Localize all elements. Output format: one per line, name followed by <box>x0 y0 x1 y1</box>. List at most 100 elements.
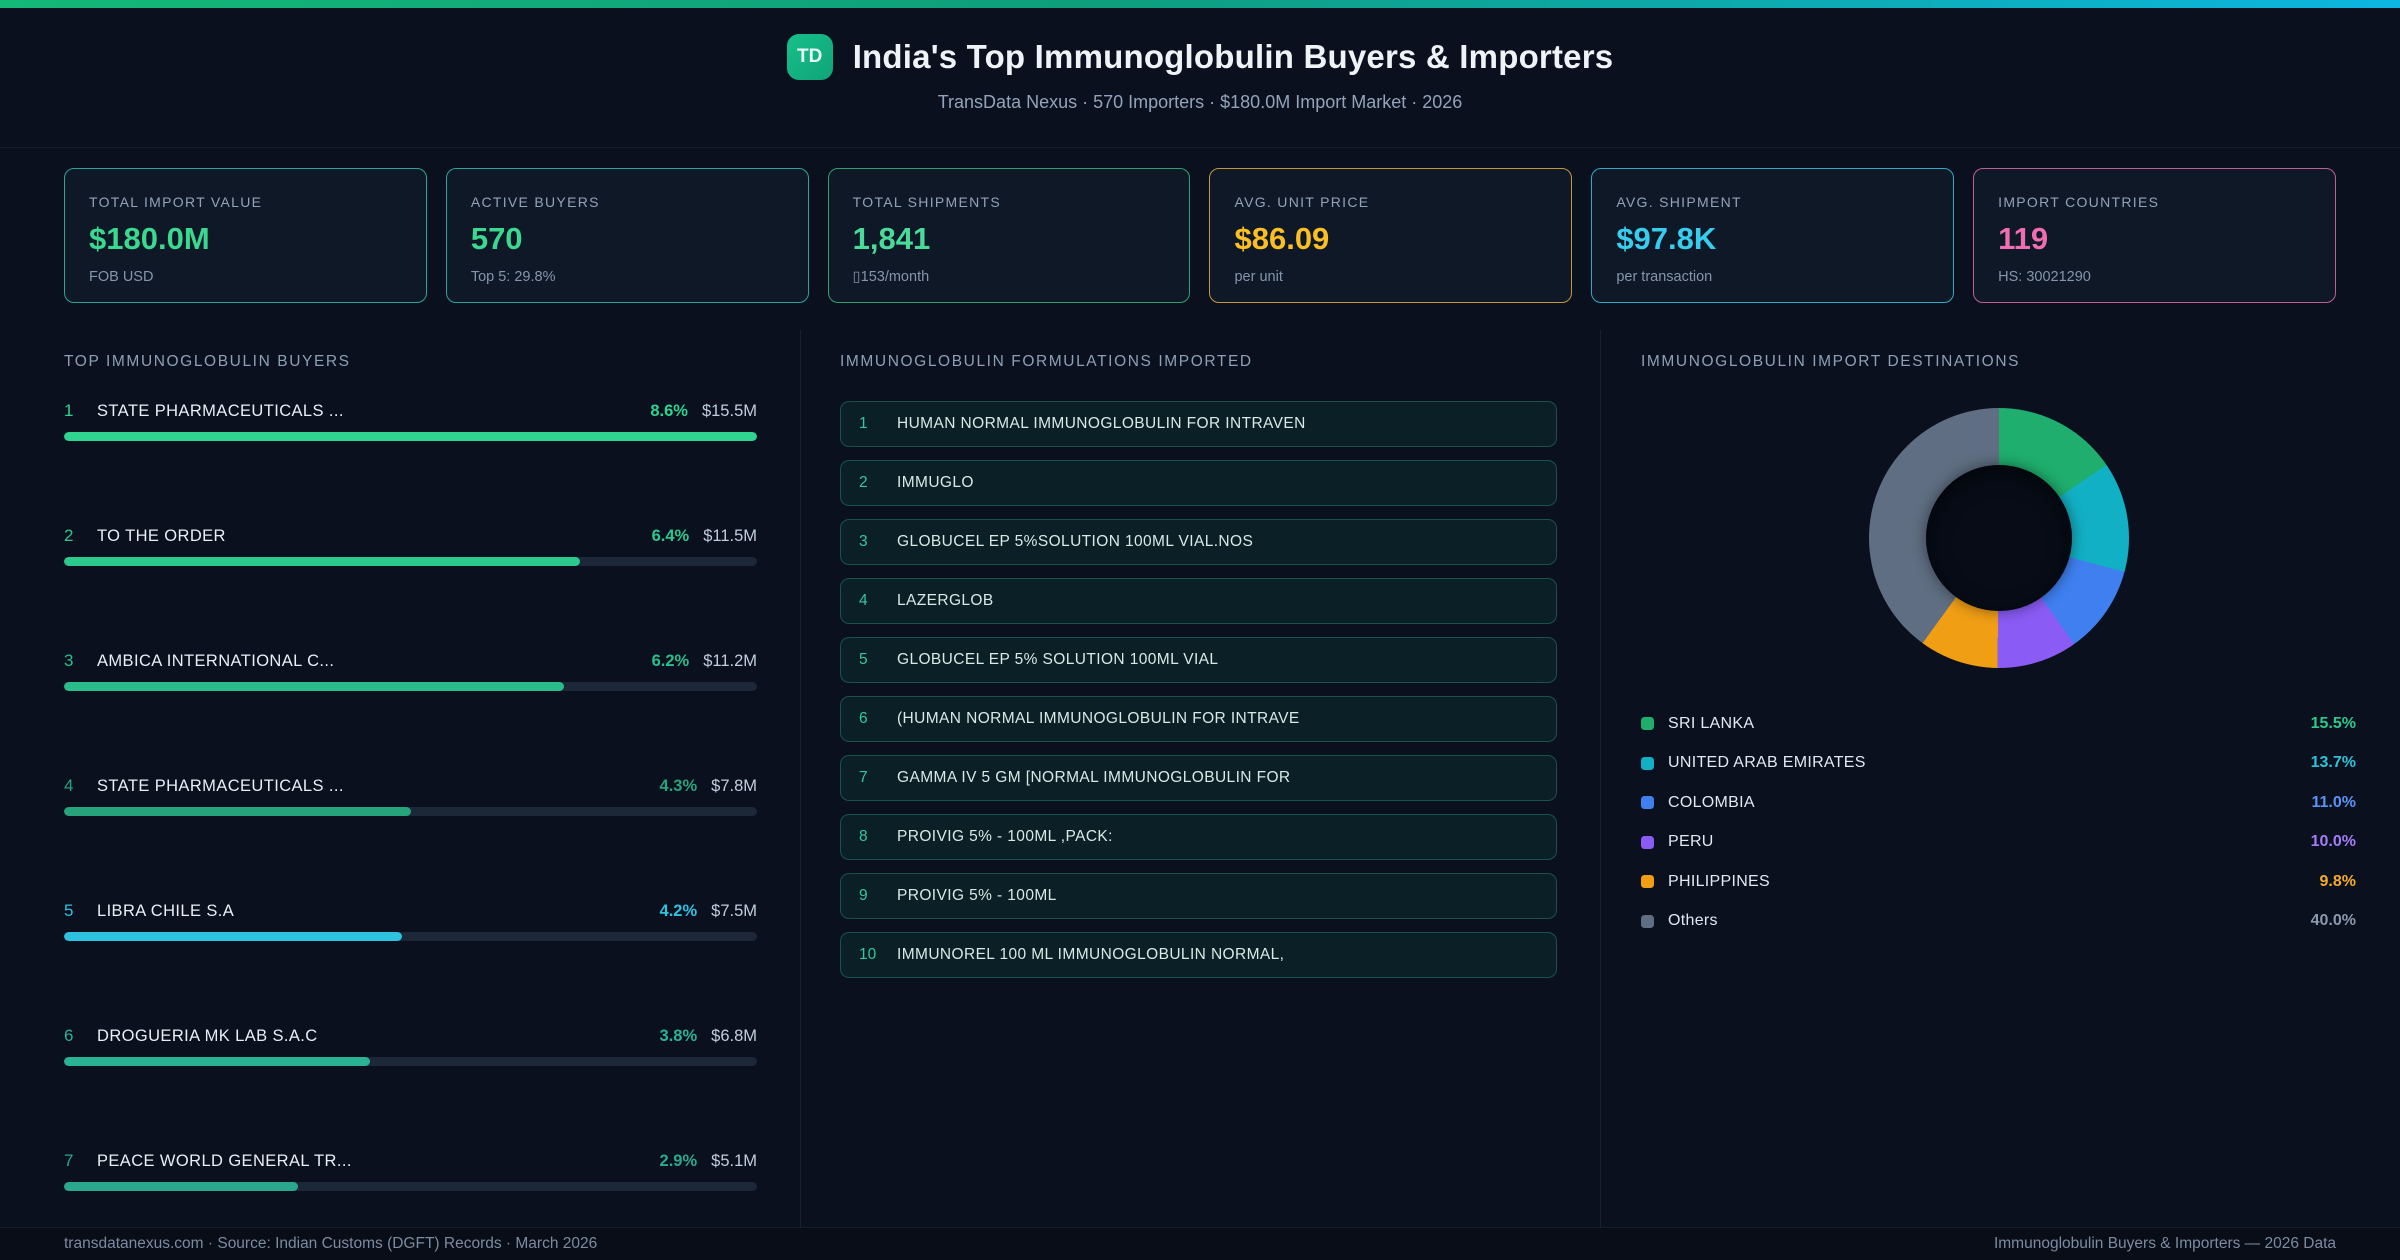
stat-label: ACTIVE BUYERS <box>470 194 600 210</box>
buyer-share-pct: 6.2% <box>651 652 690 670</box>
formulation-rank: 8 <box>859 828 868 845</box>
stat-card: TOTAL IMPORT VALUE $180.0M FOB USD <box>64 168 427 303</box>
legend-row: SRI LANKA 15.5% <box>1641 704 2356 744</box>
formulation-name: HUMAN NORMAL IMMUNOGLOBULIN FOR INTRAVEN <box>897 415 1306 432</box>
legend-row: PHILIPPINES 9.8% <box>1641 862 2356 902</box>
buyers-list: 1 STATE PHARMACEUTICALS ... 8.6% $15.5M … <box>64 401 757 1191</box>
buyer-value: $5.1M <box>711 1152 757 1170</box>
buyers-heading: TOP IMMUNOGLOBULIN BUYERS <box>64 353 351 370</box>
stats-row: TOTAL IMPORT VALUE $180.0M FOB USD ACTIV… <box>64 168 2336 303</box>
buyer-rank: 5 <box>64 901 74 920</box>
main-content: TOP IMMUNOGLOBULIN BUYERS 1 STATE PHARMA… <box>0 330 2400 1228</box>
formulation-rank: 3 <box>859 533 868 550</box>
buyer-value: $11.5M <box>703 527 757 545</box>
legend-label: Others <box>1668 912 1718 930</box>
buyer-bar-fill <box>64 1057 371 1066</box>
stat-value: $180.0M <box>89 221 210 256</box>
buyer-bar-fill <box>64 932 403 941</box>
legend-pct: 13.7% <box>2310 754 2356 772</box>
stat-value: 570 <box>470 221 523 256</box>
buyer-bar-fill <box>64 432 757 441</box>
page-subtitle: TransData Nexus · 570 Importers · $180.0… <box>937 92 1463 112</box>
formulation-item: 1 HUMAN NORMAL IMMUNOGLOBULIN FOR INTRAV… <box>840 401 1557 447</box>
buyer-row: 6 DROGUERIA MK LAB S.A.C 3.8% $6.8M <box>64 1026 757 1066</box>
stat-card: TOTAL SHIPMENTS 1,841 ▯153/month <box>827 168 1191 303</box>
buyer-share-pct: 4.2% <box>659 902 698 920</box>
legend-pct: 10.0% <box>2310 833 2356 851</box>
page-title: India's Top Immunoglobulin Buyers & Impo… <box>852 38 1614 75</box>
footer: transdatanexus.com · Source: Indian Cust… <box>0 1227 2400 1260</box>
legend-label: SRI LANKA <box>1668 714 1755 732</box>
formulation-name: PROIVIG 5% - 100ML <box>897 887 1057 904</box>
formulation-name: GLOBUCEL EP 5% SOLUTION 100ML VIAL <box>897 651 1219 668</box>
legend-swatch <box>1641 875 1654 889</box>
stat-card: AVG. SHIPMENT $97.8K per transaction <box>1591 168 1955 303</box>
buyer-bar-track <box>64 1182 757 1191</box>
brand-row: TD India's Top Immunoglobulin Buyers & I… <box>0 34 2400 80</box>
buyer-row: 7 PEACE WORLD GENERAL TR... 2.9% $5.1M <box>64 1151 757 1191</box>
donut-hole <box>1925 465 2072 611</box>
formulation-rank: 5 <box>859 651 868 668</box>
buyer-bar-fill <box>64 557 580 566</box>
legend-swatch <box>1641 796 1654 810</box>
buyer-row: 5 LIBRA CHILE S.A 4.2% $7.5M <box>64 901 757 941</box>
legend-swatch <box>1641 914 1654 928</box>
formulation-rank: 1 <box>859 415 868 432</box>
stat-sub: ▯153/month <box>852 269 930 285</box>
formulation-item: 7 GAMMA IV 5 GM [NORMAL IMMUNOGLOBULIN F… <box>840 755 1557 801</box>
buyer-bar-fill <box>64 1182 298 1191</box>
formulation-name: PROIVIG 5% - 100ML ,PACK: <box>897 828 1113 845</box>
formulation-rank: 2 <box>859 474 868 491</box>
buyer-share-pct: 8.6% <box>650 402 688 420</box>
buyer-bar-fill <box>64 682 564 691</box>
formulation-name: IMMUNOREL 100 ML IMMUNOGLOBULIN NORMAL, <box>897 946 1285 963</box>
buyer-bar-track <box>64 932 757 941</box>
formulations-column: IMMUNOGLOBULIN FORMULATIONS IMPORTED 1 H… <box>800 330 1600 1228</box>
formulations-list: 1 HUMAN NORMAL IMMUNOGLOBULIN FOR INTRAV… <box>840 401 1557 978</box>
stat-label: AVG. SHIPMENT <box>1616 194 1742 210</box>
formulation-rank: 4 <box>859 592 868 609</box>
buyer-share-pct: 3.8% <box>659 1027 698 1045</box>
buyer-bar-fill <box>64 807 411 816</box>
buyer-share-pct: 4.3% <box>659 777 698 795</box>
buyer-rank: 1 <box>64 401 74 420</box>
footer-source: transdatanexus.com · Source: Indian Cust… <box>64 1235 598 1252</box>
legend-row: PERU 10.0% <box>1641 823 2356 863</box>
stat-value: 119 <box>1998 221 2049 256</box>
destinations-column: IMMUNOGLOBULIN IMPORT DESTINATIONS SRI L… <box>1600 330 2400 1228</box>
formulation-item: 4 LAZERGLOB <box>840 578 1557 624</box>
formulation-name: LAZERGLOB <box>897 592 994 609</box>
legend-row: COLOMBIA 11.0% <box>1641 783 2356 823</box>
import-destinations-donut-chart <box>1868 408 2129 668</box>
legend-row: Others 40.0% <box>1641 902 2356 942</box>
formulation-name: IMMUGLO <box>897 474 974 491</box>
formulation-item: 5 GLOBUCEL EP 5% SOLUTION 100ML VIAL <box>840 637 1557 683</box>
stat-value: 1,841 <box>852 221 931 256</box>
formulations-heading: IMMUNOGLOBULIN FORMULATIONS IMPORTED <box>840 353 1253 370</box>
buyer-name: TO THE ORDER <box>97 527 226 545</box>
formulation-rank: 10 <box>859 946 877 963</box>
legend-pct: 15.5% <box>2310 714 2356 732</box>
stat-card: IMPORT COUNTRIES 119 HS: 30021290 <box>1973 168 2336 303</box>
legend-label: UNITED ARAB EMIRATES <box>1668 754 1866 772</box>
stat-label: TOTAL SHIPMENTS <box>852 194 1002 210</box>
formulation-item: 2 IMMUGLO <box>840 460 1557 506</box>
stat-label: AVG. UNIT PRICE <box>1234 194 1370 210</box>
accent-bar <box>0 0 2400 8</box>
stat-card: AVG. UNIT PRICE $86.09 per unit <box>1209 168 1573 303</box>
buyer-rank: 2 <box>64 526 74 545</box>
buyer-bar-track <box>64 432 757 441</box>
stat-sub: per transaction <box>1616 269 1713 285</box>
stat-value: $86.09 <box>1234 221 1330 256</box>
stat-sub: Top 5: 29.8% <box>470 269 556 285</box>
buyers-column: TOP IMMUNOGLOBULIN BUYERS 1 STATE PHARMA… <box>0 330 800 1228</box>
buyer-row: 3 AMBICA INTERNATIONAL C... 6.2% $11.2M <box>64 651 757 691</box>
legend-pct: 11.0% <box>2311 793 2356 811</box>
buyer-name: DROGUERIA MK LAB S.A.C <box>97 1027 318 1045</box>
buyer-name: STATE PHARMACEUTICALS ... <box>97 402 344 420</box>
formulation-name: (HUMAN NORMAL IMMUNOGLOBULIN FOR INTRAVE <box>897 710 1300 727</box>
formulation-rank: 6 <box>859 710 868 727</box>
destinations-heading: IMMUNOGLOBULIN IMPORT DESTINATIONS <box>1641 353 2021 370</box>
formulation-rank: 9 <box>859 887 868 904</box>
legend-pct: 40.0% <box>2310 912 2356 930</box>
